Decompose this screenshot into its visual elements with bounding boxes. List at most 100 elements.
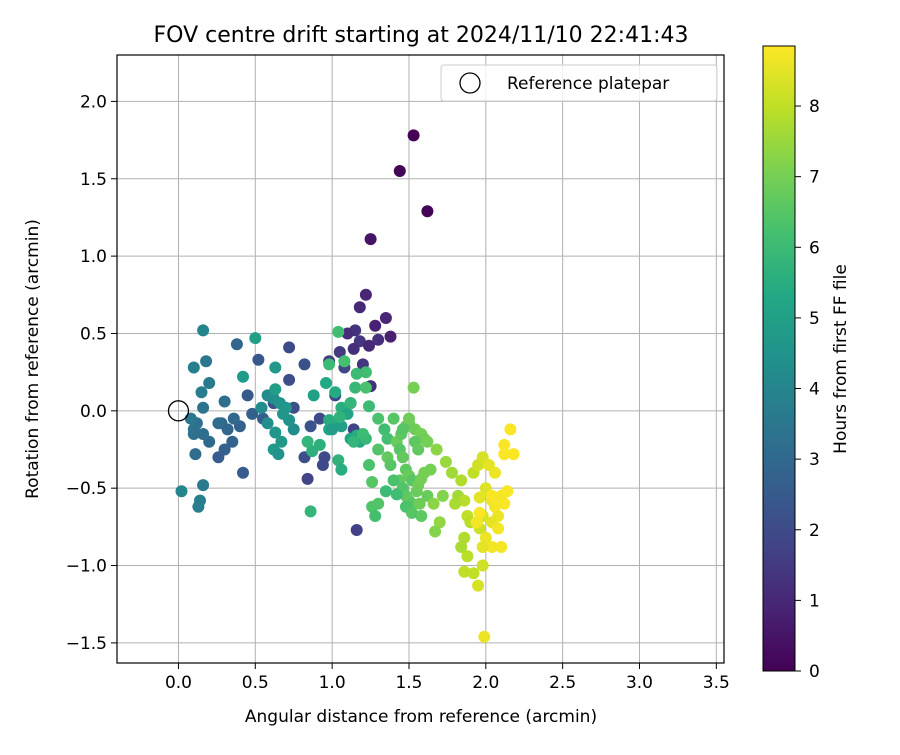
data-point [306,445,319,458]
data-point [197,401,210,414]
x-tick-label: 0.5 [242,673,269,693]
data-point [287,423,300,436]
legend-open-circle-icon [459,72,481,94]
data-point [304,420,317,433]
x-tick-label: 0.0 [165,673,192,693]
data-point [237,370,249,383]
data-points [175,129,520,643]
data-point [430,443,443,456]
data-point [332,325,345,338]
data-point [372,412,385,425]
data-point [344,397,357,410]
data-point [200,355,213,368]
data-point [272,448,285,461]
data-point [390,488,403,501]
data-point [353,301,366,314]
data-point [195,386,208,399]
colorbar-tick-label: 3 [809,450,820,470]
reference-platepar-marker [167,400,190,422]
data-point [307,389,320,402]
data-point [407,381,420,394]
data-point [269,426,282,439]
data-point [187,428,200,440]
data-point [363,339,375,352]
data-point [369,510,382,522]
data-point [301,435,314,448]
y-tick-label: 1.0 [80,247,107,267]
data-point [379,485,392,498]
data-point [249,332,262,345]
data-point [436,489,449,502]
data-point [412,443,425,456]
data-point [455,474,468,487]
data-point [495,541,508,553]
data-point [323,358,336,371]
data-point [364,233,377,246]
data-point [350,367,363,380]
colorbar-tick-label: 0 [809,662,820,682]
colorbar-tick-label: 8 [809,97,820,117]
data-point [393,165,406,177]
data-point [226,435,239,448]
data-point [407,129,420,142]
y-tick-label: −0.5 [66,479,107,499]
data-point [415,510,428,522]
data-point [349,381,362,394]
plot-frame [116,54,725,664]
data-point [455,541,468,553]
data-point [504,423,517,436]
x-axis-label: Angular distance from reference (arcmin) [245,707,597,727]
data-point [269,383,282,396]
data-point [421,435,434,448]
data-point [332,454,345,467]
data-point [498,497,511,510]
data-point [189,448,202,461]
data-point [197,479,210,492]
data-point [241,389,254,402]
data-point [356,428,369,440]
data-point [283,373,296,386]
data-point [221,423,234,436]
data-point [252,353,265,366]
data-point [230,338,243,351]
x-tick-label: 1.0 [319,673,346,693]
data-point [363,400,375,413]
y-tick-label: −1.5 [66,634,107,654]
data-point [387,412,400,425]
data-point [227,412,240,425]
data-point [507,448,520,461]
colorbar-ticks: 0 1 2 3 4 5 6 7 8 [795,97,820,682]
data-point [350,524,363,536]
data-point [372,443,385,456]
data-point [384,330,397,343]
colorbar-label: Hours from first FF file [831,264,851,454]
data-point [269,361,282,374]
data-point [472,579,485,592]
y-tick-label: 0.5 [80,324,107,344]
data-point [359,288,372,301]
colorbar-tick-label: 1 [809,591,820,611]
data-point [396,451,409,464]
x-tick-label: 2.0 [472,673,499,693]
y-tick-label: 0.0 [80,402,107,422]
data-point [203,377,216,389]
colorbar-tick-label: 4 [809,380,820,400]
data-point [197,428,210,440]
data-point [427,497,440,510]
data-point [479,531,492,544]
x-tick-label: 1.5 [395,673,422,693]
legend-box [440,64,718,102]
data-point [283,341,296,354]
data-point [489,466,501,479]
data-point [378,423,391,436]
data-point [498,438,511,451]
data-point [275,435,288,448]
data-point [473,491,486,504]
x-tick-label: 3.5 [703,673,730,693]
data-point [175,485,188,498]
data-point [458,531,471,544]
data-point [347,435,360,448]
data-point [320,377,332,389]
data-point [458,494,471,507]
data-point [212,417,225,430]
